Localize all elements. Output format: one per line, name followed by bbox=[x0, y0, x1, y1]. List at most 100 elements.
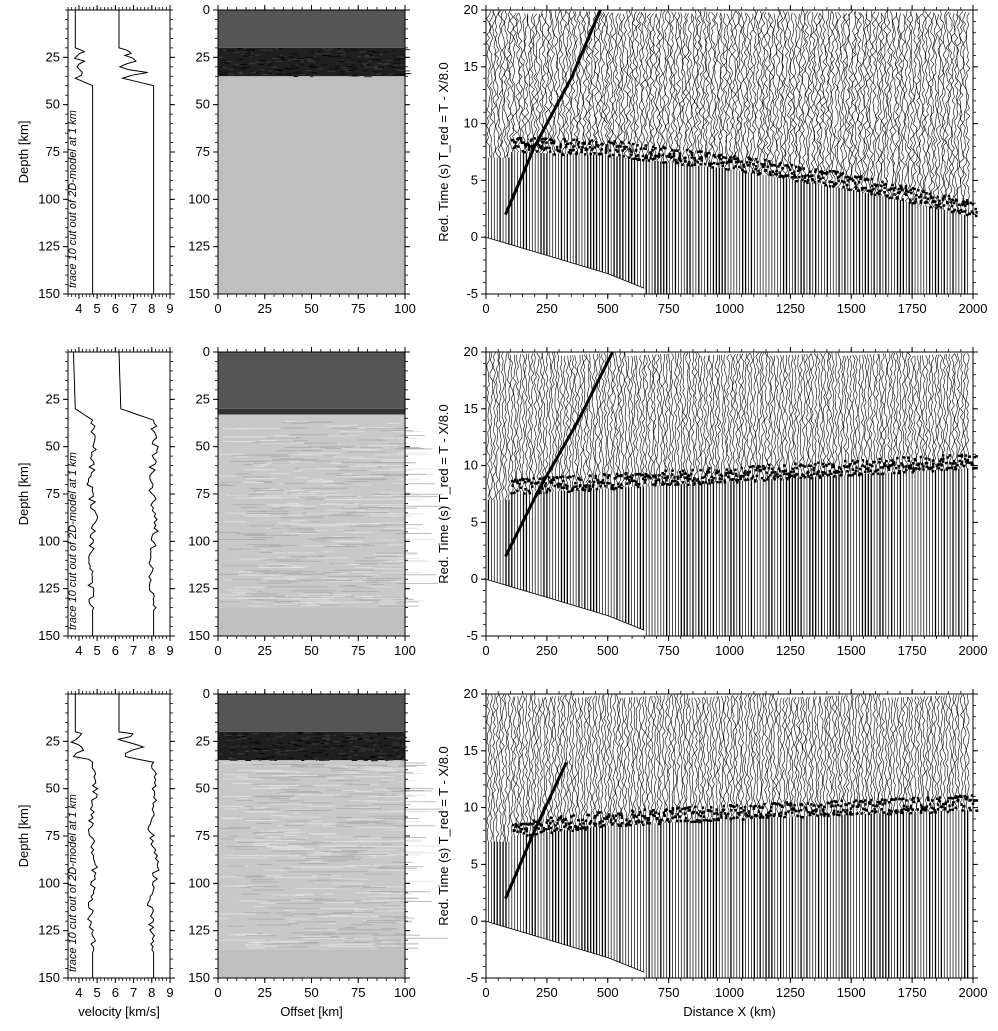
seismic-coda bbox=[691, 14, 695, 165]
seismic-coda bbox=[548, 697, 551, 832]
crust-texture bbox=[243, 48, 246, 49]
seismic-coda bbox=[732, 11, 736, 170]
reflection-mark bbox=[693, 478, 696, 481]
seismic-coda bbox=[776, 10, 780, 177]
reflection-mark bbox=[735, 475, 738, 478]
mantle-texture bbox=[377, 540, 395, 541]
reflection-mark bbox=[752, 465, 755, 468]
reflection-mark bbox=[517, 145, 520, 148]
reflection-mark bbox=[817, 175, 820, 178]
mantle-texture bbox=[345, 447, 383, 448]
reflection-mark bbox=[799, 463, 802, 466]
mantle-texture bbox=[271, 463, 290, 464]
reflection-mark bbox=[756, 475, 759, 478]
crust-texture bbox=[290, 57, 295, 58]
mantle-texture bbox=[232, 783, 254, 784]
y-tick-label: 25 bbox=[46, 49, 60, 64]
reflection-mark bbox=[562, 475, 565, 478]
reflection-mark bbox=[545, 141, 548, 144]
reflection-mark bbox=[898, 465, 901, 468]
reflection-mark bbox=[556, 146, 559, 149]
reflection-mark bbox=[851, 459, 854, 462]
mantle-texture bbox=[219, 594, 252, 595]
mantle-texture bbox=[380, 600, 424, 601]
seismic-coda bbox=[826, 353, 829, 476]
x-axis-label: Offset [km] bbox=[280, 1004, 343, 1019]
seismic-coda bbox=[513, 13, 517, 152]
mantle-texture bbox=[344, 771, 358, 772]
seismic-coda bbox=[668, 354, 671, 485]
reflection-mark bbox=[590, 820, 593, 823]
mantle-texture bbox=[256, 823, 271, 824]
seismic-coda bbox=[828, 11, 832, 186]
reflection-mark bbox=[591, 148, 594, 151]
reflection-mark bbox=[829, 170, 832, 173]
mantle-texture bbox=[381, 801, 421, 802]
mantle-texture bbox=[371, 470, 412, 471]
mantle-texture bbox=[384, 561, 429, 562]
reflection-mark bbox=[813, 467, 816, 470]
mantle-texture bbox=[299, 453, 341, 454]
seismic-coda bbox=[726, 14, 730, 169]
seismic-coda bbox=[501, 695, 504, 842]
reflection-mark bbox=[743, 809, 746, 812]
reflection-mark bbox=[829, 470, 832, 473]
mantle-texture bbox=[273, 506, 316, 507]
mantle-texture bbox=[342, 508, 368, 509]
reflection-mark bbox=[572, 149, 575, 152]
reflection-mark bbox=[665, 469, 668, 472]
mantle-texture bbox=[312, 875, 342, 876]
crust-texture bbox=[261, 759, 266, 760]
seismic-coda bbox=[495, 11, 499, 158]
seismic-coda bbox=[528, 354, 531, 493]
seismic-coda bbox=[683, 694, 686, 821]
reflection-mark bbox=[768, 160, 771, 163]
seismic-coda bbox=[797, 697, 800, 816]
mantle-texture bbox=[345, 479, 387, 480]
mantle-texture bbox=[270, 456, 289, 457]
seismic-coda bbox=[791, 697, 794, 816]
mantle-texture bbox=[368, 445, 400, 446]
y-tick-label: 150 bbox=[188, 628, 210, 643]
reflection-mark bbox=[942, 460, 945, 463]
seismic-coda bbox=[794, 355, 797, 478]
reflection-mark bbox=[926, 465, 929, 468]
mantle-texture bbox=[235, 776, 247, 777]
crust-texture bbox=[340, 73, 345, 74]
reflection-mark bbox=[570, 142, 573, 145]
reflection-mark bbox=[686, 149, 689, 152]
reflection-mark bbox=[859, 468, 862, 471]
reflection-mark bbox=[559, 829, 562, 832]
x-tick-label: 75 bbox=[351, 643, 365, 658]
reflection-mark bbox=[798, 176, 801, 179]
reflection-mark bbox=[748, 470, 751, 473]
reflection-mark bbox=[810, 474, 813, 477]
reflection-mark bbox=[692, 812, 695, 815]
reflection-mark bbox=[784, 469, 787, 472]
crust-texture bbox=[371, 743, 375, 744]
x-tick-label: 8 bbox=[148, 643, 155, 658]
mantle-texture bbox=[248, 948, 266, 949]
reflection-mark bbox=[644, 808, 647, 811]
reflection-mark bbox=[837, 179, 840, 182]
crust-texture bbox=[328, 49, 333, 50]
mantle-texture bbox=[268, 837, 279, 838]
crust-texture bbox=[353, 746, 360, 747]
reflection-mark bbox=[752, 163, 755, 166]
seismic-coda bbox=[607, 353, 610, 488]
crust-texture bbox=[276, 57, 283, 58]
mantle-texture bbox=[341, 773, 364, 774]
seismic-coda bbox=[762, 352, 765, 479]
reflection-mark bbox=[943, 204, 946, 207]
reflection-mark bbox=[954, 468, 957, 471]
x-tick-label: 1250 bbox=[776, 301, 805, 316]
mantle-texture bbox=[355, 902, 387, 903]
crust-texture bbox=[238, 59, 242, 60]
mantle-texture bbox=[266, 564, 289, 565]
y-tick-label: 75 bbox=[196, 486, 210, 501]
mantle-texture bbox=[303, 938, 350, 939]
mantle-texture bbox=[317, 880, 353, 881]
mantle-texture bbox=[269, 565, 285, 566]
reflection-mark bbox=[678, 159, 681, 162]
reflection-mark bbox=[654, 476, 657, 479]
